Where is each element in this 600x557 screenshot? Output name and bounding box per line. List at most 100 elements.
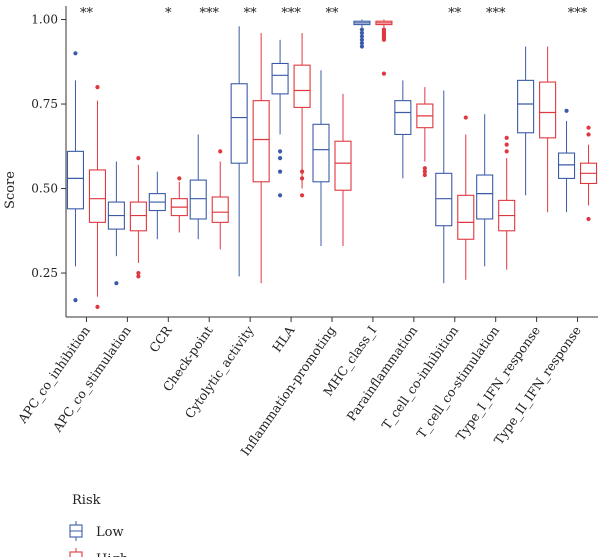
box-body bbox=[66, 150, 85, 210]
legend-title: Risk bbox=[72, 493, 101, 508]
outlier-point bbox=[218, 149, 223, 154]
box-body bbox=[252, 100, 270, 183]
outlier-point bbox=[422, 166, 427, 171]
x-tick-label: CCR bbox=[146, 323, 175, 355]
box-body bbox=[293, 64, 311, 108]
box-high bbox=[252, 33, 270, 284]
outlier-point bbox=[586, 216, 591, 222]
x-tick-label: Parainflammation bbox=[344, 323, 421, 424]
box-body bbox=[394, 100, 412, 136]
legend-entry-high: High bbox=[69, 548, 129, 557]
outlier-point bbox=[586, 125, 591, 130]
outlier-point bbox=[277, 149, 283, 154]
outlier-point bbox=[136, 156, 141, 161]
box-low bbox=[66, 51, 85, 303]
significance-marker: ** bbox=[244, 6, 258, 21]
box-low bbox=[271, 39, 289, 198]
outlier-point bbox=[504, 149, 509, 154]
significance-marker: *** bbox=[281, 6, 301, 21]
legend-label: High bbox=[96, 552, 129, 557]
box-body bbox=[334, 140, 352, 191]
outlier-point bbox=[114, 281, 119, 286]
box-body bbox=[88, 169, 107, 223]
box-high bbox=[293, 33, 311, 198]
y-tick-label: 0.50 bbox=[31, 182, 58, 196]
box-body bbox=[476, 174, 494, 220]
outlier-point bbox=[586, 132, 591, 137]
box-high bbox=[375, 19, 393, 76]
box-low bbox=[107, 161, 125, 286]
outlier-point bbox=[564, 108, 569, 113]
outlier-point bbox=[359, 44, 365, 49]
outlier-point bbox=[381, 37, 387, 42]
box-high bbox=[170, 176, 188, 233]
x-tick-label: HLA bbox=[269, 322, 298, 355]
outlier-point bbox=[359, 37, 365, 42]
box-body bbox=[312, 123, 330, 183]
significance-marker: *** bbox=[199, 6, 219, 21]
outlier-point bbox=[299, 193, 305, 198]
outlier-point bbox=[359, 30, 365, 36]
box-high bbox=[498, 135, 516, 270]
box-body bbox=[129, 201, 147, 232]
outlier-point bbox=[73, 51, 78, 56]
outlier-point bbox=[95, 304, 100, 309]
box-low bbox=[189, 134, 207, 240]
box-body bbox=[517, 79, 535, 134]
outlier-point bbox=[359, 34, 365, 39]
outlier-point bbox=[422, 169, 427, 174]
box-low bbox=[353, 19, 371, 49]
significance-marker: * bbox=[165, 6, 172, 21]
outlier-point bbox=[504, 142, 509, 147]
outlier-point bbox=[463, 115, 468, 120]
outlier-point bbox=[277, 193, 283, 198]
outlier-point bbox=[359, 27, 365, 32]
box-low bbox=[476, 114, 494, 267]
outlier-point bbox=[277, 156, 283, 161]
significance-marker: *** bbox=[486, 6, 506, 21]
box-high bbox=[416, 87, 434, 178]
box-high bbox=[457, 115, 475, 280]
x-tick-label: T_cell_co-inhibition bbox=[379, 323, 462, 432]
significance-marker: ** bbox=[326, 6, 340, 21]
x-tick-label: APC_co_stimulation bbox=[49, 323, 134, 435]
legend: Risk Low High bbox=[69, 493, 129, 557]
box-body bbox=[539, 81, 557, 139]
box-body bbox=[271, 62, 289, 95]
box-low bbox=[230, 26, 248, 277]
box-body bbox=[557, 152, 576, 179]
box-high bbox=[88, 85, 107, 309]
significance-marker: ** bbox=[80, 6, 94, 21]
significance-marker: *** bbox=[568, 6, 588, 21]
box-low bbox=[394, 80, 412, 179]
outlier-point bbox=[136, 274, 141, 279]
box-high bbox=[579, 125, 598, 222]
box-high bbox=[211, 149, 229, 250]
y-tick-label: 0.25 bbox=[31, 266, 58, 280]
box-low bbox=[557, 108, 576, 213]
outlier-point bbox=[177, 176, 182, 181]
legend-label: Low bbox=[96, 525, 124, 540]
box-body bbox=[211, 196, 229, 223]
outlier-point bbox=[95, 85, 100, 90]
box-body bbox=[230, 83, 248, 164]
box-body bbox=[457, 194, 475, 240]
outlier-point bbox=[359, 41, 365, 46]
box-low bbox=[517, 46, 535, 196]
box-high bbox=[334, 93, 352, 247]
outlier-point bbox=[504, 135, 509, 140]
y-axis-label: Score bbox=[3, 171, 18, 209]
box-low bbox=[312, 70, 330, 247]
box-high bbox=[539, 46, 557, 213]
box-high bbox=[129, 156, 147, 279]
plot-area: ** * *** ** *** ** ** *** *** bbox=[66, 6, 598, 309]
y-tick-label: 0.75 bbox=[31, 97, 58, 111]
y-tick-label: 1.00 bbox=[31, 13, 58, 27]
outlier-point bbox=[299, 169, 305, 174]
outlier-point bbox=[299, 176, 305, 181]
outlier-point bbox=[422, 172, 427, 178]
outlier-point bbox=[381, 71, 387, 76]
legend-entry-low: Low bbox=[69, 521, 124, 541]
legend-swatch bbox=[69, 551, 83, 557]
